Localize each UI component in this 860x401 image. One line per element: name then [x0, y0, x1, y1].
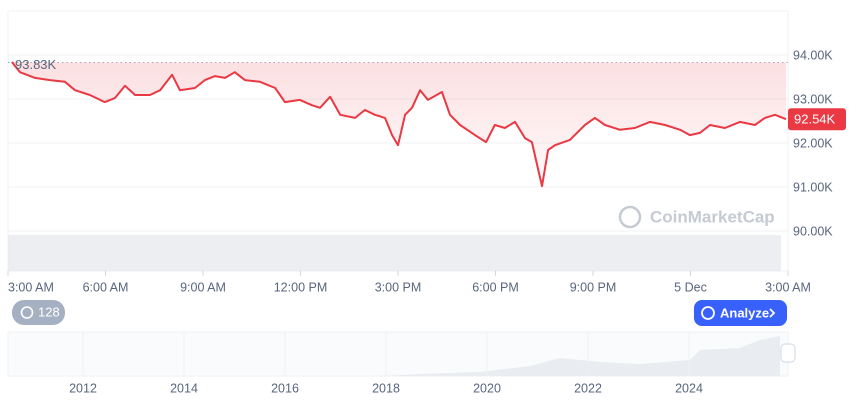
current-badge [788, 108, 846, 131]
x-tick-label: 9:00 PM [570, 280, 617, 294]
navigator-year: 2020 [473, 381, 501, 395]
y-tick-label: 92.00K [793, 136, 833, 150]
y-tick-label: 93.00K [793, 92, 833, 106]
y-tick-label: 90.00K [793, 224, 833, 238]
y-tick-label: 91.00K [793, 180, 833, 194]
analyze-button[interactable]: Analyze [694, 300, 787, 326]
navigator-year: 2012 [69, 381, 97, 395]
history-badge[interactable]: 128 [12, 300, 65, 325]
x-tick-label: 3:00 AM [8, 280, 54, 294]
navigator-year: 2014 [170, 381, 198, 395]
navigator-year: 2016 [271, 381, 299, 395]
x-tick-label: 12:00 PM [274, 280, 328, 294]
watermark-text: CoinMarketCap [650, 207, 775, 226]
x-tick-label: 5 Dec [674, 280, 707, 294]
price-line [11, 61, 787, 188]
y-tick-label: 94.00K [793, 48, 833, 62]
navigator [7, 331, 796, 377]
navigator-year: 2024 [675, 381, 703, 395]
navigator-year: 2022 [574, 381, 602, 395]
x-tick-label: 3:00 PM [375, 280, 422, 294]
x-tick-label: 3:00 AM [765, 280, 811, 294]
analyze-label: Analyze [720, 305, 769, 320]
current-label: 92.54K [794, 112, 836, 127]
area-shade [11, 62, 787, 187]
x-tick-label: 9:00 AM [180, 280, 226, 294]
reference-label: 93.83K [15, 57, 57, 72]
x-tick-label: 6:00 PM [472, 280, 519, 294]
watermark: CoinMarketCap [618, 205, 775, 229]
history-count: 128 [38, 304, 60, 319]
volume-band [8, 235, 781, 271]
navigator-year: 2018 [372, 381, 400, 395]
x-tick-label: 6:00 AM [83, 280, 129, 294]
